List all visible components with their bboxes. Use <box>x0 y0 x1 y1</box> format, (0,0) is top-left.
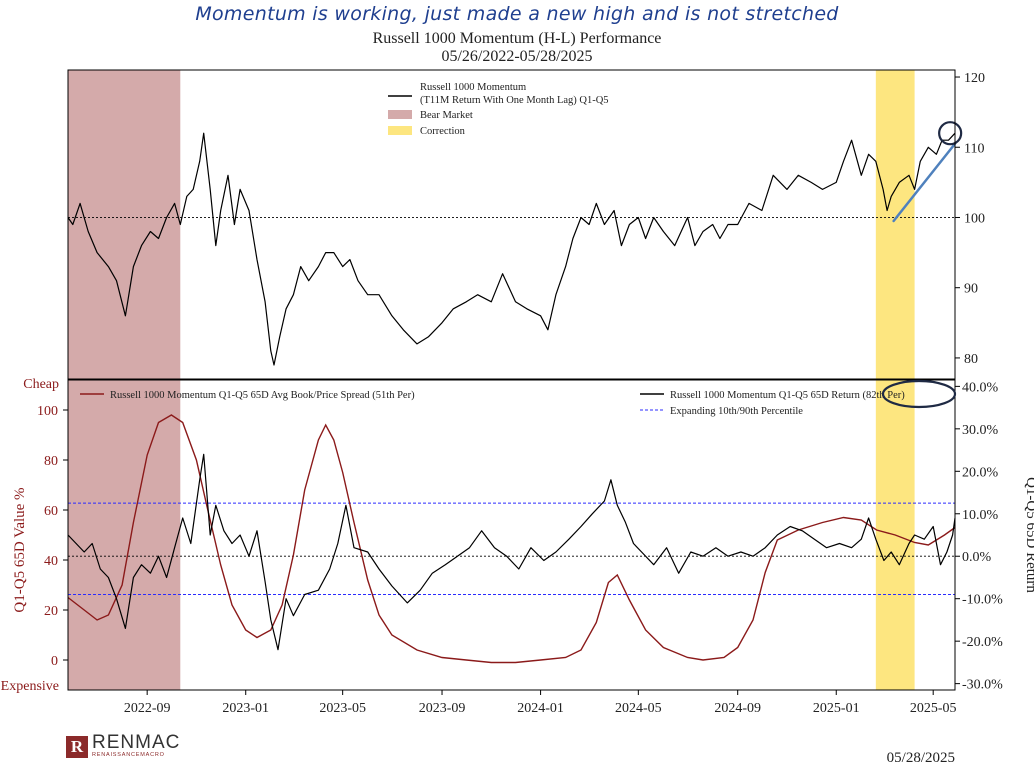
bottom-shade-bear-market <box>68 380 181 690</box>
legend-correction-label: Correction <box>420 126 466 137</box>
new-high-circle-annotation <box>938 121 963 146</box>
x-tick-label: 2023-09 <box>419 701 466 716</box>
top-y-tick-label: 110 <box>964 141 984 156</box>
trendline-annotation <box>892 142 957 223</box>
logo-subtitle: RENAISSANCEMACRO <box>92 752 165 758</box>
top-shade-correction <box>875 70 915 379</box>
right-y-tick-label: 0.0% <box>962 550 992 565</box>
percentile-circle-annotation <box>881 379 957 409</box>
x-tick-label: 2024-01 <box>517 701 564 716</box>
top-panel-frame <box>67 69 956 380</box>
x-tick-label: 2023-01 <box>222 701 269 716</box>
legend-bear-market-label: Bear Market <box>420 110 473 121</box>
renmac-logo: R RENMAC RENAISSANCEMACRO <box>66 732 181 759</box>
x-tick-label: 2023-05 <box>319 701 366 716</box>
left-y-tick-label: 100 <box>37 404 58 419</box>
headline-annotation: Momentum is working, just made a new hig… <box>195 3 839 25</box>
right-y-tick-label: -30.0% <box>962 678 1003 693</box>
return-65d-line <box>67 453 956 651</box>
right-y-axis-label: Q1-Q5 65D Return <box>1023 477 1034 593</box>
top-y-tick-label: 80 <box>964 352 978 367</box>
chart-title: Russell 1000 Momentum (H-L) Performance <box>372 30 662 47</box>
right-y-tick-label: -10.0% <box>962 593 1003 608</box>
x-tick-label: 2025-05 <box>910 701 957 716</box>
x-tick-label: 2024-09 <box>714 701 761 716</box>
x-tick-label: 2025-01 <box>813 701 860 716</box>
cheap-label: Cheap <box>23 377 59 392</box>
top-y-tick-label: 90 <box>964 282 978 297</box>
legend-momentum-label-sub: (T11M Return With One Month Lag) Q1-Q5 <box>420 95 609 106</box>
legend-bear-market-swatch <box>388 110 412 119</box>
right-y-tick-label: 20.0% <box>962 465 999 480</box>
left-y-tick-label: 40 <box>44 554 58 569</box>
left-y-tick-label: 20 <box>44 604 58 619</box>
right-y-tick-label: 40.0% <box>962 380 999 395</box>
top-y-tick-label: 100 <box>964 211 985 226</box>
right-y-tick-label: 10.0% <box>962 508 999 523</box>
bottom-panel-frame <box>67 379 956 691</box>
legend-momentum-label: Russell 1000 Momentum <box>420 82 526 93</box>
x-tick-label: 2022-09 <box>124 701 171 716</box>
legend-return-label: Russell 1000 Momentum Q1-Q5 65D Return (… <box>670 390 905 401</box>
footer-date: 05/28/2025 <box>886 750 955 766</box>
legend-book-price-label: Russell 1000 Momentum Q1-Q5 65D Avg Book… <box>110 390 415 401</box>
left-y-tick-label: 0 <box>51 654 58 669</box>
book-price-spread-line <box>67 414 956 664</box>
logo-name: RENMAC <box>92 732 181 753</box>
momentum-performance-line <box>67 132 956 366</box>
logo-mark-icon: R <box>66 735 88 758</box>
left-y-axis-label: Q1-Q5 65D Value % <box>12 487 28 612</box>
chart-date-range: 05/26/2022-05/28/2025 <box>441 48 593 65</box>
left-y-tick-label: 60 <box>44 504 58 519</box>
left-y-tick-label: 80 <box>44 454 58 469</box>
x-tick-label: 2024-05 <box>615 701 662 716</box>
expensive-label: Expensive <box>1 679 59 694</box>
top-y-tick-label: 120 <box>964 71 985 86</box>
right-y-tick-label: -20.0% <box>962 635 1003 650</box>
legend-correction-swatch <box>388 126 412 135</box>
right-y-tick-label: 30.0% <box>962 423 999 438</box>
legend-percentile-label: Expanding 10th/90th Percentile <box>670 406 803 417</box>
